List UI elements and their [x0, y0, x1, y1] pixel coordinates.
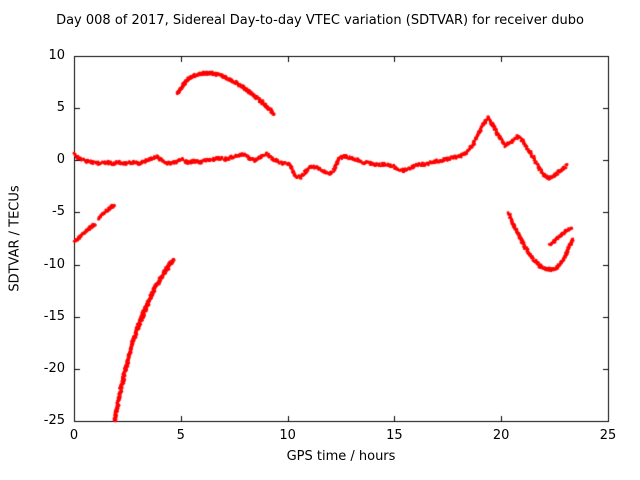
x-tick-label: 15 [386, 428, 403, 443]
y-tick-label: -10 [43, 256, 65, 272]
x-tick-label: 10 [279, 428, 296, 443]
x-tick-label: 20 [492, 428, 510, 443]
x-tick-label: 5 [176, 428, 185, 443]
y-tick-label: -5 [52, 204, 65, 220]
y-tick-label: -20 [43, 360, 65, 376]
y-tick-label: 10 [48, 48, 65, 63]
y-tick-label: 0 [56, 152, 65, 168]
x-axis-label: GPS time / hours [286, 449, 396, 464]
y-tick-label: 5 [56, 100, 65, 116]
x-tick-label: 25 [599, 428, 617, 443]
x-tick-label: 0 [69, 428, 79, 443]
y-tick-label: -25 [43, 413, 65, 428]
y-tick-label: -15 [43, 308, 65, 324]
